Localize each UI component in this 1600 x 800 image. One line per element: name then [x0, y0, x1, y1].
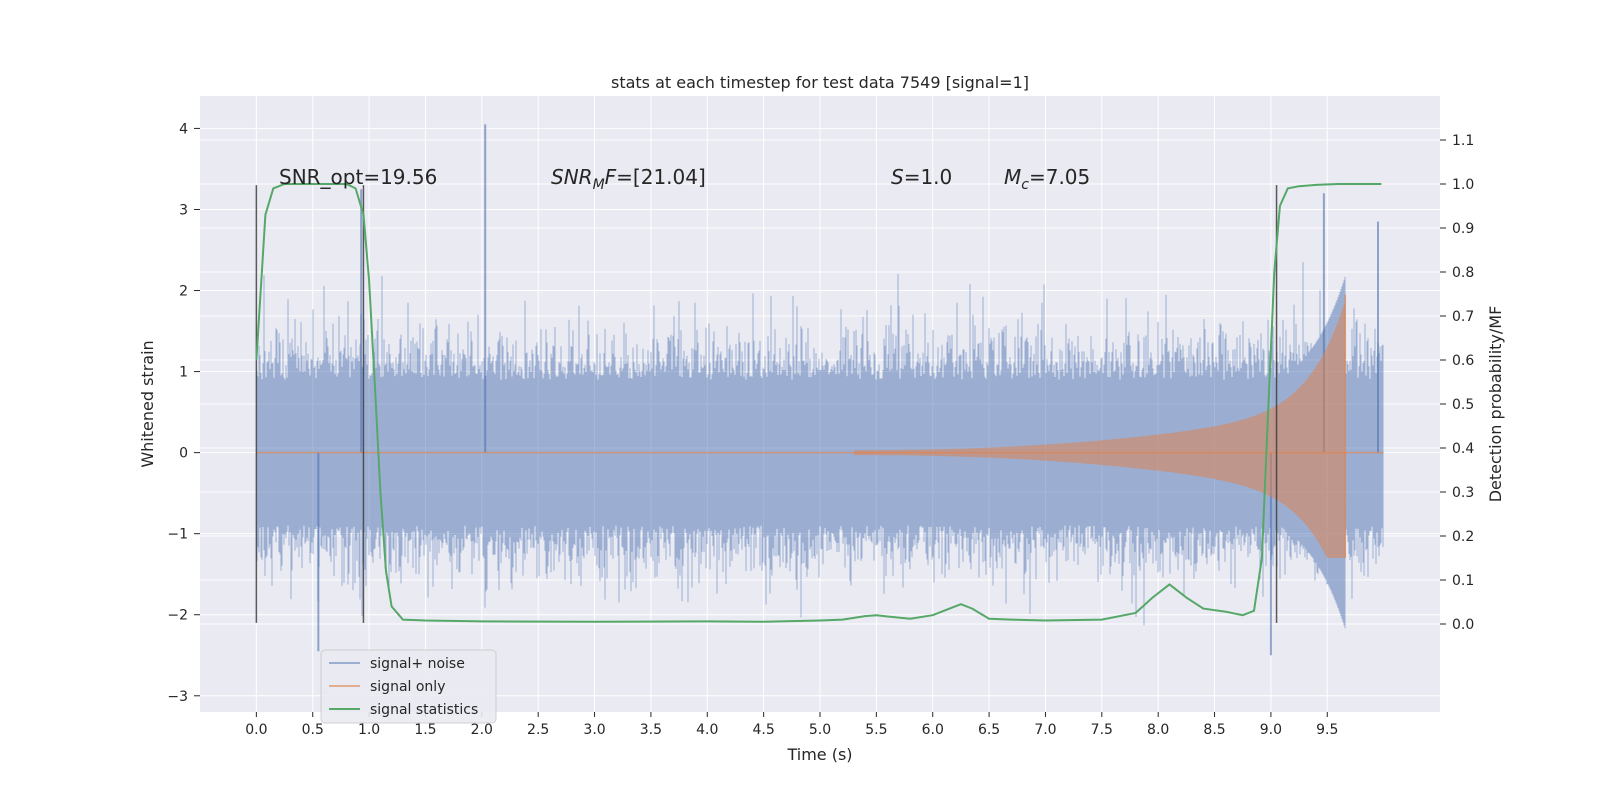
y2-tick-label-3: 0.3	[1452, 485, 1474, 501]
vertical-markers	[255, 185, 1278, 623]
annotation-s-stat: S=1.0	[891, 165, 952, 189]
y2-tick-label-8: 0.8	[1452, 265, 1474, 281]
statistics-line	[255, 183, 1382, 623]
x-tick-label-7: 3.5	[640, 722, 662, 738]
y-tick-label-4: 1	[179, 365, 188, 381]
x-tick-label-17: 8.5	[1203, 722, 1225, 738]
y2-tick-label-2: 0.2	[1452, 529, 1474, 545]
y-tick-label-1: −2	[167, 608, 188, 624]
y-tick-label-5: 2	[179, 284, 188, 300]
x-tick-label-8: 4.0	[696, 722, 718, 738]
y-tick-label-6: 3	[179, 202, 188, 218]
legend-label-signal: signal only	[370, 679, 445, 695]
y2-tick-label-0: 0.0	[1452, 617, 1474, 633]
annotation-snr-mf: SNRMF=[21.04]	[551, 165, 706, 193]
y-tick-label-2: −1	[167, 527, 188, 543]
legend-label-stats: signal statistics	[370, 702, 478, 718]
legend: signal+ noise signal only signal statist…	[320, 649, 497, 724]
x-tick-label-18: 9.0	[1260, 722, 1282, 738]
y-axis-label: Whitened strain	[138, 340, 157, 467]
y2-tick-label-11: 1.1	[1452, 133, 1474, 149]
x-tick-label-2: 1.0	[358, 722, 380, 738]
x-tick-label-9: 4.5	[753, 722, 775, 738]
x-tick-label-15: 7.5	[1091, 722, 1113, 738]
x-tick-label-1: 0.5	[302, 722, 324, 738]
x-tick-label-19: 9.5	[1316, 722, 1338, 738]
chart-title: stats at each timestep for test data 754…	[611, 73, 1029, 92]
y2-tick-label-4: 0.4	[1452, 441, 1474, 457]
x-tick-label-12: 6.0	[922, 722, 944, 738]
x-tick-label-10: 5.0	[809, 722, 831, 738]
legend-box	[320, 649, 497, 724]
y2-tick-label-10: 1.0	[1452, 177, 1474, 193]
y2-tick-labels: 0.0 0.1 0.2 0.3 0.4 0.5 0.6 0.7 0.8 0.9 1.0 1.1	[1440, 133, 1474, 633]
y-tick-label-7: 4	[179, 121, 188, 137]
y2-tick-label-7: 0.7	[1452, 309, 1474, 325]
y2-tick-label-9: 0.9	[1452, 221, 1474, 237]
y2-tick-label-5: 0.5	[1452, 397, 1474, 413]
x-tick-label-16: 8.0	[1147, 722, 1169, 738]
y2-tick-label-6: 0.6	[1452, 353, 1474, 369]
x-axis-label: Time (s)	[786, 745, 852, 764]
x-tick-label-3: 1.5	[414, 722, 436, 738]
y2-axis-label: Detection probability/MF	[1486, 306, 1505, 503]
signal-statistics-series	[255, 183, 1382, 623]
x-tick-label-14: 7.0	[1034, 722, 1056, 738]
x-tick-label-0: 0.0	[245, 722, 267, 738]
signal-chirp-band	[853, 300, 1346, 558]
legend-label-noise: signal+ noise	[370, 656, 465, 672]
x-tick-label-6: 3.0	[583, 722, 605, 738]
annotation-chirp-mass: Mc=7.05	[1004, 165, 1090, 193]
x-tick-label-11: 5.5	[865, 722, 887, 738]
signal-only-series	[256, 294, 1384, 558]
x-tick-labels: 0.0 0.5 1.0 1.5 2.0 2.5 3.0 3.5 4.0 4.5 5.0 5.5 6.0 6…	[245, 712, 1338, 738]
y-tick-labels: −3 −2 −1 0 1 2 3 4	[167, 121, 200, 705]
y-tick-label-3: 0	[179, 446, 188, 462]
y2-tick-label-1: 0.1	[1452, 573, 1474, 589]
annotation-snr-opt: SNR_opt=19.56	[279, 165, 437, 189]
x-tick-label-5: 2.5	[527, 722, 549, 738]
x-tick-label-4: 2.0	[471, 722, 493, 738]
y-tick-label-0: −3	[167, 689, 188, 705]
x-tick-label-13: 6.5	[978, 722, 1000, 738]
